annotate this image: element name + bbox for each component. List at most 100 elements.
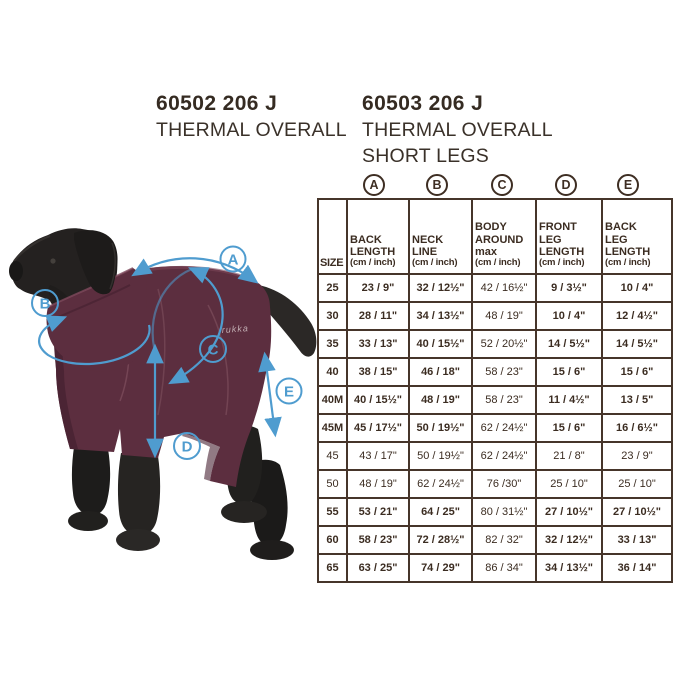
dog-front-far-leg [71,447,111,516]
coat-collar-edge [47,267,134,308]
dog-front-near-leg [117,453,161,536]
size-cell: 50 [317,469,348,499]
column-header-line: LENGTH [539,246,585,259]
measure-cell: 11 / 4½" [535,385,603,415]
measure-cell: 62 / 24½" [471,413,537,443]
table-row-size-30: 30 28 / 11" 34 / 13½" 48 / 19" 10 / 4" 12 / 4… [317,301,673,331]
column-header-unit: (cm / inch) [350,257,396,269]
column-header-b: NECK LINE (cm / inch) [408,198,473,275]
measure-cell: 36 / 14" [601,553,673,583]
product-code: 60502 206 J [156,92,278,115]
measure-cell: 40 / 15½" [408,329,473,359]
column-letter-b: B [426,174,448,196]
column-header-line: NECK [412,233,444,246]
measure-cell: 82 / 32" [471,525,537,555]
column-header-a: BACK LENGTH (cm / inch) [346,198,410,275]
measure-circle-c [199,335,227,363]
column-header-c: BODY AROUND max (cm / inch) [471,198,537,275]
size-cell: 60 [317,525,348,555]
measure-label-b: B [40,296,51,313]
measure-label-d: D [182,439,193,456]
column-header-unit: (cm / inch) [539,257,585,269]
size-table: SIZE BACK LENGTH (cm / inch) NECK LINE (cm / i… [317,198,673,583]
table-row-size-45: 45 43 / 17" 50 / 19½" 62 / 24½" 21 / 8" 23 / … [317,441,673,471]
product-title-60502: 60502 206 J THERMAL OVERALL [156,91,347,143]
column-header-line: LENGTH [350,246,396,259]
size-cell: 55 [317,497,348,527]
size-cell: 45M [317,413,348,443]
coat-collar [46,268,147,372]
column-letter-c: C [491,174,513,196]
measure-cell: 38 / 15" [346,357,410,387]
table-row-size-55: 55 53 / 21" 64 / 25" 80 / 31½" 27 / 10½" 27 /… [317,497,673,527]
measure-cell: 16 / 6½" [601,413,673,443]
dog-front-near-paw [116,529,160,551]
measure-arrow-a [131,257,259,284]
column-header-unit: (cm / inch) [605,257,651,269]
table-row-size-50: 50 48 / 19" 62 / 24½" 76 /30" 25 / 10" 25 / 1… [317,469,673,499]
product-title-60503: 60503 206 J THERMAL OVERALL SHORT LEGS [362,91,553,169]
column-header-e: BACK LEG LENGTH (cm / inch) [601,198,673,275]
column-header-line: AROUND [475,233,524,246]
column-header-d: FRONT LEG LENGTH (cm / inch) [535,198,603,275]
column-header-unit: (cm / inch) [412,257,458,269]
column-header-line: LINE [412,246,438,259]
measure-cell: 62 / 24½" [471,441,537,471]
measure-label-e: E [284,384,294,401]
measure-cell: 50 / 19½" [408,413,473,443]
measure-cell: 27 / 10½" [535,497,603,527]
measure-cell: 9 / 3½" [535,273,603,303]
measure-circle-d [173,432,201,460]
measure-cell: 76 /30" [471,469,537,499]
measure-label-a: A [228,252,239,269]
measure-cell: 48 / 19" [408,385,473,415]
column-header-line: LEG [605,233,628,246]
measure-cell: 32 / 12½" [408,273,473,303]
product-code: 60503 206 J [362,92,484,115]
measure-cell: 10 / 4" [601,273,673,303]
dog-front-far-paw [68,511,108,531]
table-row-size-35: 35 33 / 13" 40 / 15½" 52 / 20½" 14 / 5½" 14 /… [317,329,673,359]
dog-rear-far-paw [250,540,294,560]
measure-cell: 74 / 29" [408,553,473,583]
column-header-line: LENGTH [605,246,651,259]
size-cell: 65 [317,553,348,583]
dog-muzzle-highlight [13,235,51,262]
column-header-line: BODY [475,221,507,234]
size-cell: 40 [317,357,348,387]
measure-cell: 34 / 13½" [408,301,473,331]
measure-arc-c [168,267,224,385]
column-letter-e: E [617,174,639,196]
measure-cell: 42 / 16½" [471,273,537,303]
coat-seam-hip [207,304,229,416]
measure-cell: 46 / 18" [408,357,473,387]
measurement-annotations [31,245,303,460]
measure-cell: 45 / 17½" [346,413,410,443]
dog-ear [74,230,118,295]
measure-circle-b [31,289,59,317]
measure-cell: 58 / 23" [471,357,537,387]
column-letter-d: D [555,174,577,196]
measure-cell: 50 / 19½" [408,441,473,471]
measure-cell: 21 / 8" [535,441,603,471]
measure-cell: 23 / 9" [346,273,410,303]
dog-tail [255,285,317,357]
measure-cell: 14 / 5½" [535,329,603,359]
dog-ear-edge [109,242,116,290]
size-cell: 35 [317,329,348,359]
product-name: THERMAL OVERALL [156,119,347,141]
size-cell: 45 [317,441,348,471]
dog-eye [50,258,56,264]
measure-cell: 58 / 23" [471,385,537,415]
table-row-size-45m: 45M 45 / 17½" 50 / 19½" 62 / 24½" 15 / 6" 16 … [317,413,673,443]
table-row-size-25: 25 23 / 9" 32 / 12½" 42 / 16½" 9 / 3½" 10 / 4… [317,273,673,303]
measure-cell: 27 / 10½" [601,497,673,527]
coat-brand-logo: rukka [221,323,249,335]
measure-cell: 43 / 17" [346,441,410,471]
measure-cell: 14 / 5½" [601,329,673,359]
dog-rear-near-paw [221,501,267,523]
size-cell: 30 [317,301,348,331]
measure-arrow-e [258,351,282,438]
measure-cell: 15 / 6" [535,357,603,387]
measure-cell: 34 / 13½" [535,553,603,583]
